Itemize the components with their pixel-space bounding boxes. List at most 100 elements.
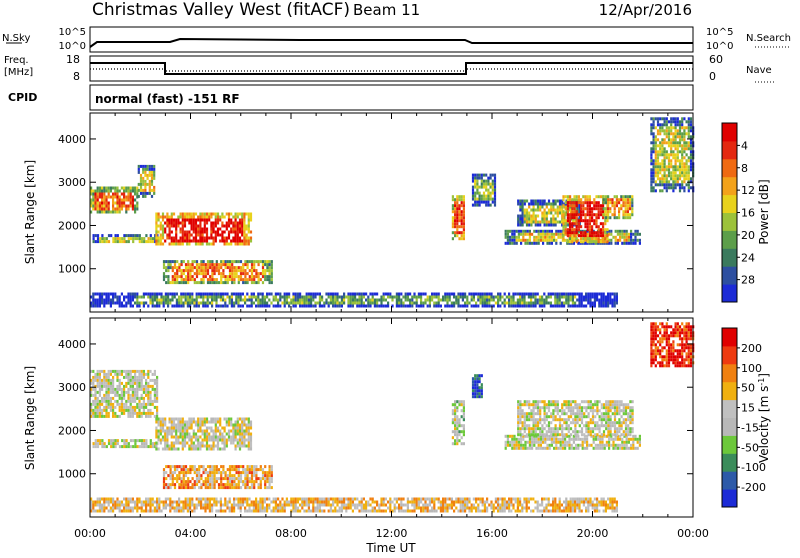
power-cell (668, 153, 670, 156)
power-cell (456, 234, 458, 237)
power-cell (182, 228, 184, 231)
power-cell (474, 204, 476, 207)
power-cell (616, 302, 618, 305)
velocity-cell (524, 424, 526, 427)
power-cell (202, 213, 204, 216)
power-cell (626, 230, 628, 233)
velocity-cell (571, 447, 573, 450)
velocity-cell (182, 445, 184, 448)
velocity-cell (255, 474, 257, 477)
velocity-cell (207, 480, 209, 483)
velocity-cell (236, 483, 238, 486)
velocity-cell (112, 379, 114, 382)
power-cell (231, 293, 233, 296)
power-cell (273, 305, 275, 308)
power-cell (367, 305, 369, 308)
power-cell (473, 305, 475, 308)
velocity-cell (269, 486, 271, 489)
power-cell (615, 230, 617, 233)
power-cell (104, 237, 106, 240)
power-cell (119, 208, 121, 211)
velocity-cell (226, 433, 228, 436)
velocity-cell (103, 409, 105, 412)
velocity-cell (229, 468, 231, 471)
power-cell (110, 196, 112, 199)
power-cell (356, 305, 358, 308)
power-cell (618, 210, 620, 213)
power-cell (460, 293, 462, 296)
power-cell (253, 263, 255, 266)
power-cell (262, 305, 264, 308)
velocity-cell (141, 403, 143, 406)
power-cell (683, 126, 685, 129)
power-cell (655, 144, 657, 147)
power-cell (683, 186, 685, 189)
power-cell (537, 203, 539, 206)
nsearch-tick-top: 10^5 (706, 27, 733, 38)
power-cell (229, 272, 231, 275)
power-cell (494, 183, 496, 186)
velocity-cell (94, 376, 96, 379)
power-cell (609, 302, 611, 305)
velocity-cell (519, 421, 521, 424)
power-cell (690, 162, 692, 165)
power-cell (253, 275, 255, 278)
power-cell (182, 302, 184, 305)
velocity-cell (128, 445, 130, 448)
power-cell (539, 296, 541, 299)
power-cell (492, 174, 494, 177)
power-cell (197, 225, 199, 228)
power-cell (492, 180, 494, 183)
power-cell (188, 234, 190, 237)
power-cell (195, 231, 197, 234)
power-cell (573, 204, 575, 207)
power-cell (127, 205, 129, 208)
power-cell (251, 302, 253, 305)
power-cell (576, 219, 578, 222)
velocity-cell (174, 486, 176, 489)
power-cell (216, 281, 218, 284)
power-cell (628, 242, 630, 245)
power-cell (444, 299, 446, 302)
power-cell (239, 243, 241, 246)
velocity-cell (250, 433, 252, 436)
power-cell (153, 171, 155, 174)
power-cell (160, 216, 162, 219)
velocity-cell (108, 400, 110, 403)
power-cell (147, 168, 149, 171)
velocity-cell (99, 388, 101, 391)
velocity-cell (527, 441, 529, 444)
velocity-cell (456, 427, 458, 430)
power-cell (233, 305, 235, 308)
velocity-cell (619, 447, 621, 450)
velocity-cell (158, 436, 160, 439)
power-cell (420, 293, 422, 296)
power-cell (538, 230, 540, 233)
power-cell (593, 198, 595, 201)
velocity-cell (163, 483, 165, 486)
velocity-cell (138, 379, 140, 382)
velocity-cell (526, 424, 528, 427)
power-cell (136, 293, 138, 296)
power-cell (192, 263, 194, 266)
power-cell (152, 302, 154, 305)
velocity-cell (522, 421, 524, 424)
power-cell (402, 305, 404, 308)
power-cell (544, 221, 546, 224)
velocity-cell (213, 448, 215, 451)
power-cell (222, 272, 224, 275)
velocity-cell (97, 403, 99, 406)
power-cell (618, 213, 620, 216)
velocity-cell (175, 442, 177, 445)
velocity-cell (229, 480, 231, 483)
velocity-cell (239, 442, 241, 445)
power-cell (196, 263, 198, 266)
power-cell (374, 293, 376, 296)
freq-panel: Freq. [MHz] 18 8 60 0 Nave (4, 53, 775, 83)
power-cell (490, 183, 492, 186)
power-cell (442, 299, 444, 302)
power-cell (204, 237, 206, 240)
velocity-cell (224, 439, 226, 442)
power-cell (188, 237, 190, 240)
